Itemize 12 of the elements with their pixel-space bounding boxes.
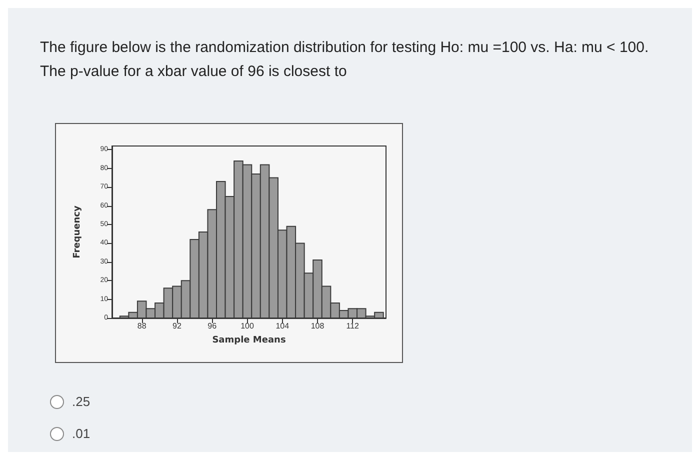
text: .25 bbox=[72, 394, 90, 409]
x-tick-label: 88 bbox=[137, 322, 147, 330]
x-tick-label: 92 bbox=[172, 322, 182, 330]
x-tick-label: 100 bbox=[240, 322, 254, 330]
x-tick-label: 108 bbox=[310, 322, 325, 330]
x-tick-label: 104 bbox=[276, 322, 290, 330]
chart-title: The figure below is the randomization distribution for testing Ho: mu =100 vs. Ha: mu < 100. The p-value for a xbar value of 96 is closest to bbox=[40, 38, 650, 82]
x-tick-label: 96 bbox=[208, 322, 218, 330]
y-axis-title: Frequency bbox=[72, 206, 82, 258]
text: .01 bbox=[72, 426, 90, 441]
x-tick-label: 112 bbox=[346, 322, 360, 330]
x-axis-title: Sample Means bbox=[212, 336, 286, 346]
